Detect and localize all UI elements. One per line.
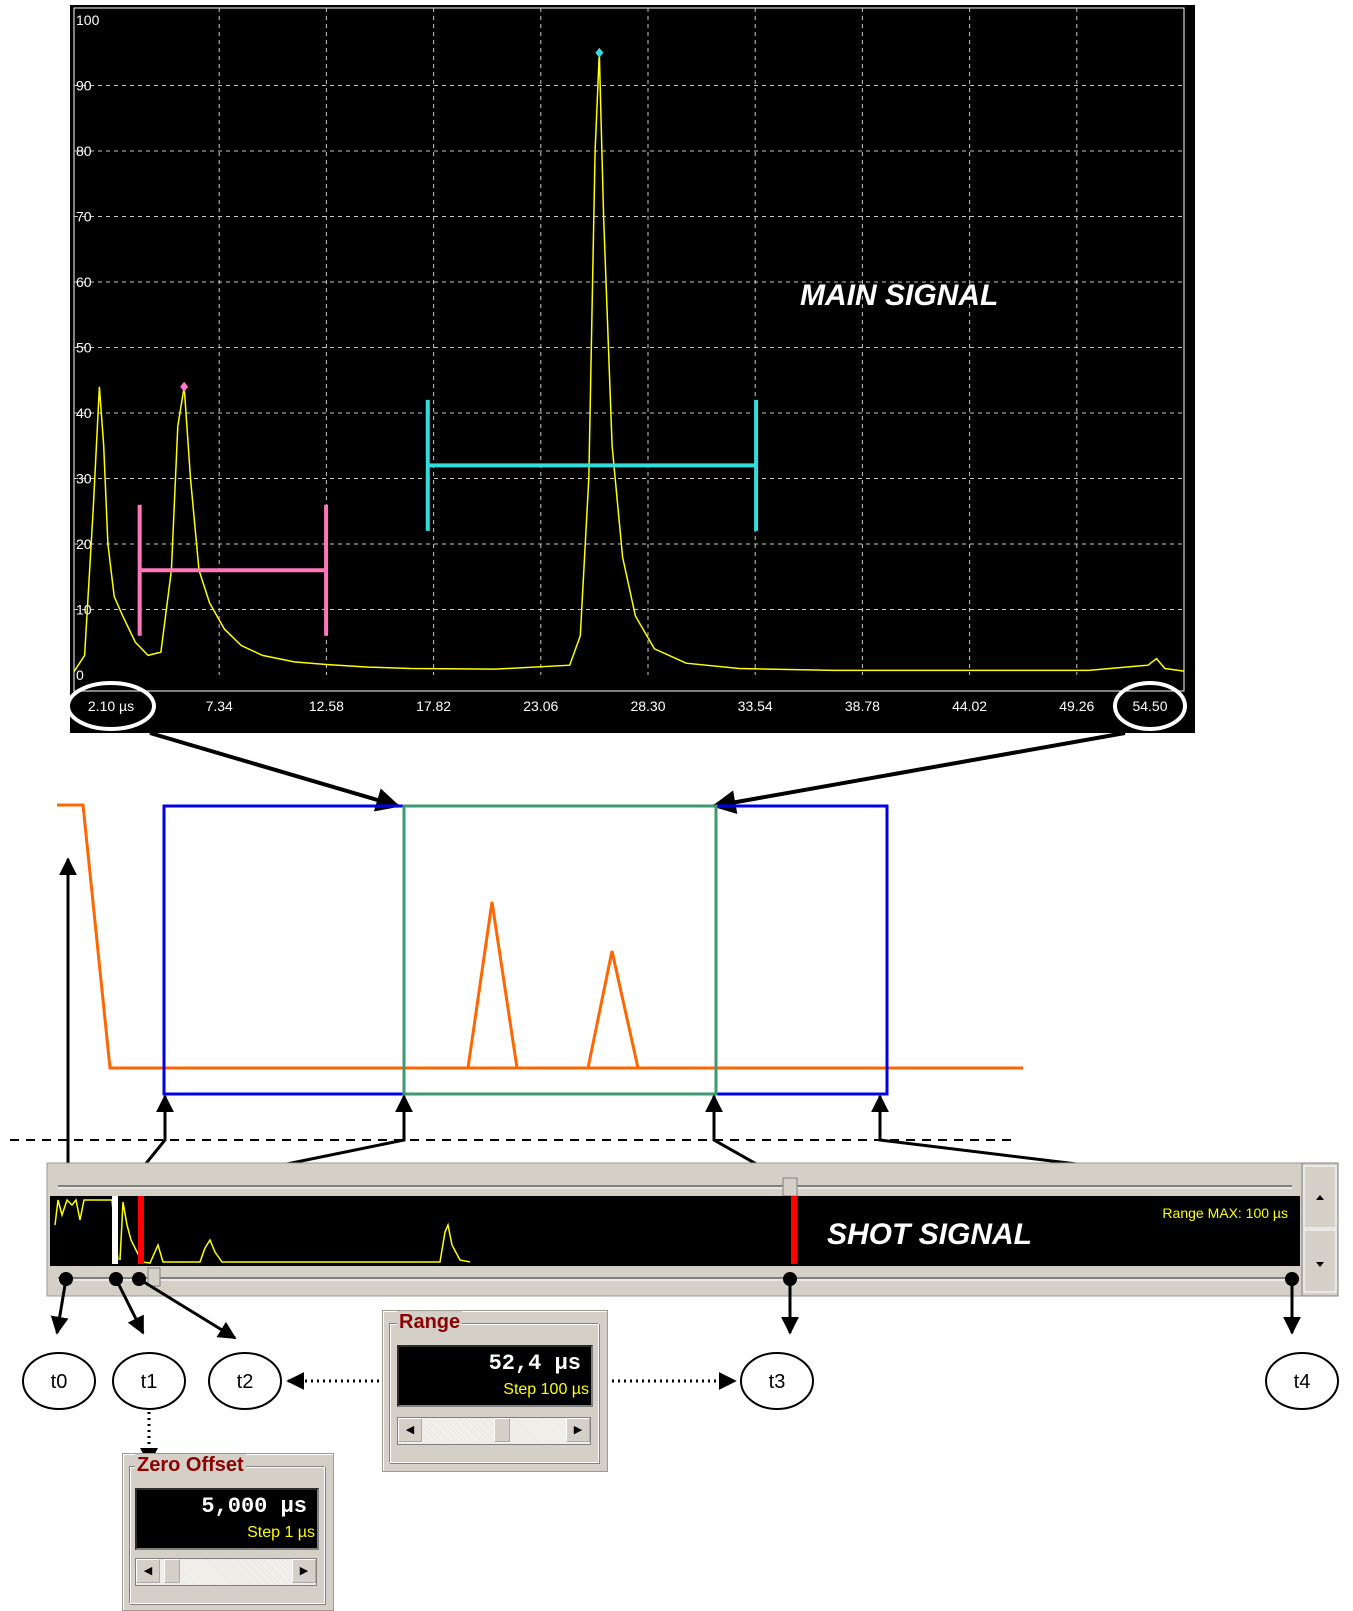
range-start-marker xyxy=(138,1196,144,1264)
range-thumb[interactable] xyxy=(494,1418,510,1442)
y-tick-label: 50 xyxy=(76,340,92,356)
peak-marker xyxy=(180,381,189,392)
down-arrow-icon xyxy=(1316,1262,1324,1267)
x-tick-label: 54.50 xyxy=(1132,698,1167,714)
range-left-arrow[interactable]: ◀ xyxy=(398,1418,422,1442)
end-value-highlight xyxy=(1113,681,1187,731)
y-tick-label: 10 xyxy=(76,602,92,618)
x-tick-label: 44.02 xyxy=(952,698,987,714)
x-tick-label: 38.78 xyxy=(845,698,880,714)
x-axis-ticks: 2.10 µs 7.34 12.58 17.82 23.06 28.30 33.54 38.7… xyxy=(88,698,1168,714)
shot-signal-label: SHOT SIGNAL xyxy=(827,1218,1032,1251)
excitation-line xyxy=(57,803,1023,1070)
y-tick-label: 40 xyxy=(76,405,92,421)
range-value: 52,4 µs xyxy=(488,1351,581,1376)
zero-offset-display: 5,000 µs Step 1 µs xyxy=(135,1488,319,1550)
zero-offset-scrollbar[interactable]: ◀ ▶ xyxy=(135,1558,317,1586)
x-tick-label: 33.54 xyxy=(738,698,773,714)
gates xyxy=(137,399,759,636)
start-value-highlight xyxy=(66,681,156,731)
y-tick-label: 20 xyxy=(76,536,92,552)
range-title: Range xyxy=(397,1311,463,1334)
zero-offset-control: Zero Offset 5,000 µs Step 1 µs ◀ ▶ xyxy=(122,1453,334,1611)
spin-down-button[interactable] xyxy=(1303,1229,1337,1293)
zero-offset-step: Step 1 µs xyxy=(247,1524,315,1541)
range-control: Range 52,4 µs Step 100 µs ◀ ▶ xyxy=(382,1310,608,1472)
zero-offset-title: Zero Offset xyxy=(135,1454,246,1477)
y-tick-label: 80 xyxy=(76,143,92,159)
peak-markers xyxy=(180,47,604,392)
t2-slider-thumb[interactable] xyxy=(147,1267,161,1287)
y-tick-label: 90 xyxy=(76,78,92,94)
x-tick-label: 7.34 xyxy=(206,698,233,714)
t0-label: t0 xyxy=(51,1371,68,1393)
echo-peak-2 xyxy=(586,950,640,1069)
range-scrollbar[interactable]: ◀ ▶ xyxy=(397,1417,591,1445)
shot-signal-panel: SHOT SIGNAL Range MAX: 100 µs xyxy=(46,1162,1339,1297)
y-tick-label: 100 xyxy=(76,12,100,28)
range-max-label: Range MAX: 100 µs xyxy=(1162,1205,1288,1221)
zero-offset-right-arrow[interactable]: ▶ xyxy=(292,1559,316,1583)
peak-marker xyxy=(595,47,604,58)
zero-offset-value: 5,000 µs xyxy=(201,1494,307,1519)
x-tick-label: 23.06 xyxy=(523,698,558,714)
arrow-start-to-window xyxy=(149,731,401,812)
arrow-end-to-window xyxy=(711,731,1126,815)
range-right-arrow[interactable]: ▶ xyxy=(566,1418,590,1442)
x-tick-label: 28.30 xyxy=(630,698,665,714)
y-tick-label: 30 xyxy=(76,471,92,487)
zero-offset-thumb[interactable] xyxy=(164,1559,180,1583)
display-window-box xyxy=(402,804,718,1096)
x-tick-label: 17.82 xyxy=(416,698,451,714)
up-arrow-icon xyxy=(1316,1195,1324,1200)
zero-offset-left-arrow[interactable]: ◀ xyxy=(136,1559,160,1583)
x-tick-label: 12.58 xyxy=(309,698,344,714)
plot-grid xyxy=(74,8,1184,675)
timing-schematic xyxy=(57,803,1023,1096)
y-tick-label: 70 xyxy=(76,209,92,225)
t1-label: t1 xyxy=(141,1371,158,1393)
shot-signal-display xyxy=(50,1196,1300,1266)
main-signal-trace xyxy=(73,52,1185,673)
top-scrollbar[interactable] xyxy=(50,1168,1300,1190)
main-signal-label: MAIN SIGNAL xyxy=(800,279,998,312)
x-tick-label: 49.26 xyxy=(1059,698,1094,714)
total-window-box xyxy=(162,804,889,1096)
range-display: 52,4 µs Step 100 µs xyxy=(397,1345,593,1407)
zero-offset-marker xyxy=(112,1196,118,1264)
label-arrows xyxy=(50,1277,1301,1340)
y-tick-label: 60 xyxy=(76,274,92,290)
t3-label: t3 xyxy=(769,1371,786,1393)
t2-label: t2 xyxy=(237,1371,254,1393)
time-labels: t0 t1 t2 t3 t4 xyxy=(22,1352,1339,1410)
range-end-marker xyxy=(791,1196,797,1264)
y-tick-label: 0 xyxy=(76,667,84,683)
x-tick-label: 2.10 µs xyxy=(88,698,134,714)
echo-peak-1 xyxy=(466,901,519,1069)
t4-label: t4 xyxy=(1294,1371,1311,1393)
t3-slider-thumb[interactable] xyxy=(782,1177,798,1197)
range-step: Step 100 µs xyxy=(503,1381,589,1398)
plot-frame xyxy=(70,5,1195,733)
